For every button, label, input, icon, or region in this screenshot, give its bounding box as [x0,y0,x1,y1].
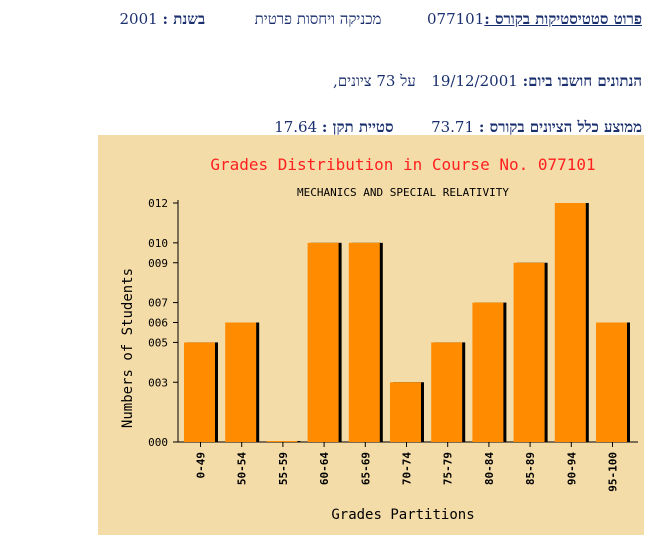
x-tick-label: 95-100 [607,452,620,492]
x-tick-label: 50-54 [236,452,249,485]
bar-70-74 [390,382,421,442]
grades-count: על 73 ציונים, [333,72,416,90]
stats-line: ממוצע כלל הציונים בקורס : 73.71 סטיית תק… [20,118,642,137]
y-tick-label: 003 [148,376,168,389]
year-label: בשנת : [162,10,206,28]
bar-75-79 [431,342,463,442]
y-ticks: 000 003 005 006 007 009 010 012 [148,197,178,449]
x-tick-label: 70-74 [401,452,414,485]
y-tick-label: 010 [148,237,168,250]
std-label: סטיית תקן : [321,118,394,136]
y-tick-label: 000 [148,436,168,449]
chart-subtitle: MECHANICS AND SPECIAL RELATIVITY [297,186,509,199]
bar-0-49 [184,342,215,442]
y-tick-label: 006 [148,317,168,330]
bar-80-84 [472,302,504,442]
computed-line: הנתונים חושבו ביום: 19/12/2001 על 73 ציו… [20,72,642,91]
chart-title: Grades Distribution in Course No. 077101 [210,155,595,174]
bars [184,203,630,442]
x-tick-label: 75-79 [442,452,455,485]
course-name: מכניקה ויחסות פרטית [254,10,382,28]
y-tick-label: 009 [148,257,168,270]
x-tick-label: 65-69 [359,452,372,485]
x-tick-label: 60-64 [318,452,331,485]
bar-50-54 [225,322,257,442]
x-tick-label: 0-49 [195,452,208,479]
computed-date: 19/12/2001 [431,72,518,90]
x-axis-label: Grades Partitions [331,507,474,523]
y-tick-label: 005 [148,336,168,349]
bar-55-59 [266,441,298,442]
x-ticks: 0-49 50-54 55-59 60-64 65-69 70-74 75-79 80-84 8… [195,442,620,492]
chart-svg: Grades Distribution in Course No. 077101… [120,155,638,523]
course-header-line: פרוט סטטיסטיקות בקורס :077101 מכניקה ויח… [20,10,642,29]
x-tick-label: 85-89 [524,452,537,485]
mean-label: ממוצע כלל הציונים בקורס : [478,118,642,136]
y-axis-label: Numbers of Students [120,268,136,428]
mean-value: 73.71 [431,118,475,136]
y-tick-label: 007 [148,297,168,310]
bar-95-100 [596,322,627,442]
grades-chart: Grades Distribution in Course No. 077101… [98,135,644,535]
details-label: פרוט סטטיסטיקות בקורס : [484,10,642,28]
x-tick-label: 55-59 [277,452,290,485]
x-tick-label: 90-94 [565,452,578,485]
std-value: 17.64 [274,118,318,136]
computed-label: הנתונים חושבו ביום: [522,72,642,90]
bar-65-69 [348,242,380,442]
course-number: 077101 [426,10,485,28]
x-tick-label: 80-84 [483,452,496,485]
year-value: 2001 [119,10,158,28]
bar-85-89 [513,262,545,442]
bar-90-94 [554,203,586,442]
bar-60-64 [307,242,339,442]
y-tick-label: 012 [148,197,168,210]
